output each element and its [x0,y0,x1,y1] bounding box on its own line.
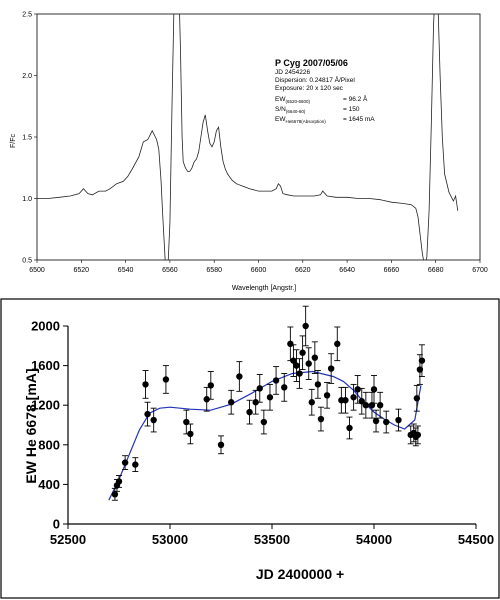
ew-data-point [414,431,422,439]
spectrum-ytick-label: 0.5 [22,258,32,265]
ew-data-point [305,360,312,367]
annotation-ew-he-value: = 1645 mA [343,116,375,123]
ew-ytick-label: 1600 [31,358,60,373]
ew-data-point [187,430,194,438]
ew-data-point [413,395,421,402]
ew-data-point [346,424,353,432]
ew-data-point [372,417,380,425]
annotation-ew-he: EWHe6678(Absorption) [275,116,326,124]
ew-data-point [207,382,214,389]
spectrum-xtick-label: 6620 [295,267,311,274]
ew-data-point [354,386,361,393]
annotation-ew-ha: EW(6520-6600) [275,96,311,104]
ew-data-point [327,365,335,372]
ew-ytick-label: 800 [38,437,60,452]
spectrum-line [37,14,459,260]
ew-data-point [150,416,157,424]
annotation-sn-value: = 150 [343,106,360,113]
spectrum-xtick-label: 6660 [384,267,400,274]
ew-data-point [370,386,378,393]
annotation-jd: JD 2454226 [275,69,310,76]
ew-data-point [418,357,426,364]
ew-data-point [256,385,263,392]
ew-data-point [203,396,210,403]
spectrum-ytick-label: 2.5 [22,12,32,19]
ew-data-point [302,322,309,330]
ew-data-point [317,415,325,423]
ew-data-point [236,373,243,380]
ew-plot-area: 52500 53000 53500 54000 54500 0 400 800 1200 1600… [31,305,494,547]
spectrum-xtick-label: 6520 [74,267,90,274]
ew-data-point [296,370,303,377]
ew-data-point [376,402,384,409]
ew-data-point [323,392,331,399]
ew-data-point [252,399,259,406]
ew-data-point [293,362,300,369]
ew-ylabel: EW He 6678 [mA] [23,368,39,483]
ew-data-point [266,394,274,401]
ew-data-point [287,340,294,348]
ew-data-point [358,398,365,405]
ew-data-point [162,376,170,383]
ew-data-point [121,459,129,466]
spectrum-xtick-label: 6600 [251,267,267,274]
spectrum-xtick-label: 6640 [339,267,355,274]
spectrum-xlabel: Wavelength [Angstr.] [232,285,296,292]
ew-ytick-label: 2000 [31,319,60,334]
spectrum-plot-area: 6500 6520 6540 6560 6580 6600 6620 6640 6660 6680… [22,12,488,275]
annotation-sn: S/N(6640-60) [275,106,306,114]
annotation-exposure: Exposure: 20 x 120 sec [275,85,344,92]
ew-data-point [290,357,297,364]
ew-data-point [132,461,139,468]
ew-data-point [395,416,402,424]
spectrum-annotation: P Cyg 2007/05/06 JD 2454226 Dispersion: … [275,58,375,124]
ew-figure-frame [0,298,500,599]
ew-data-point [314,381,322,388]
spectrum-ylabel: F/Fc [10,134,17,148]
ew-data-point [217,441,225,448]
ew-xtick-label: 54500 [458,532,494,547]
ew-data-point [228,399,235,406]
ew-data-point [308,399,315,406]
spectrum-ytick-label: 1.5 [22,135,32,142]
ew-data-point [111,491,119,498]
ew-data-point [144,410,151,418]
annotation-title: P Cyg 2007/05/06 [275,58,348,68]
spectrum-xtick-label: 6540 [118,267,134,274]
ew-data-point [260,418,268,426]
spectrum-xtick-label: 6680 [428,267,444,274]
spectrum-ytick-label: 1.0 [22,196,32,203]
spectrum-figure: 6500 6520 6540 6560 6580 6600 6620 6640 6660 6680… [0,0,500,298]
ew-data-point [142,381,149,388]
spectrum-xtick-label: 6700 [472,267,488,274]
ew-xtick-label: 53000 [152,532,188,547]
ew-data-point [281,384,288,391]
ew-xtick-label: 54000 [356,532,392,547]
ew-data-point [362,402,370,409]
spectrum-xtick-label: 6580 [206,267,222,274]
ew-xlabel: JD 2400000 + [256,566,344,582]
ew-figure: 52500 53000 53500 54000 54500 0 400 800 1200 1600… [0,298,500,599]
spectrum-xtick-label: 6500 [29,267,45,274]
ew-data-point [311,354,319,361]
ew-data-point [246,408,253,416]
spectrum-xtick-label: 6560 [162,267,178,274]
ew-data-point [342,397,349,404]
ew-data-point [383,418,390,426]
annotation-dispersion: Dispersion: 0.24817 Å/Pixel [275,75,355,84]
spectrum-ytick-label: 2.0 [22,73,32,80]
ew-data-point [299,349,306,356]
ew-data-point [350,394,357,401]
annotation-ew-ha-value: = 96.2 Å [343,94,368,103]
ew-ytick-label: 0 [53,517,60,532]
ew-ytick-label: 400 [38,477,60,492]
ew-ytick-label: 1200 [31,398,60,413]
ew-data-point [115,478,123,485]
ew-xtick-label: 52500 [50,532,86,547]
ew-xtick-label: 53500 [254,532,290,547]
ew-data-point [334,340,341,348]
ew-data-point [272,377,280,384]
